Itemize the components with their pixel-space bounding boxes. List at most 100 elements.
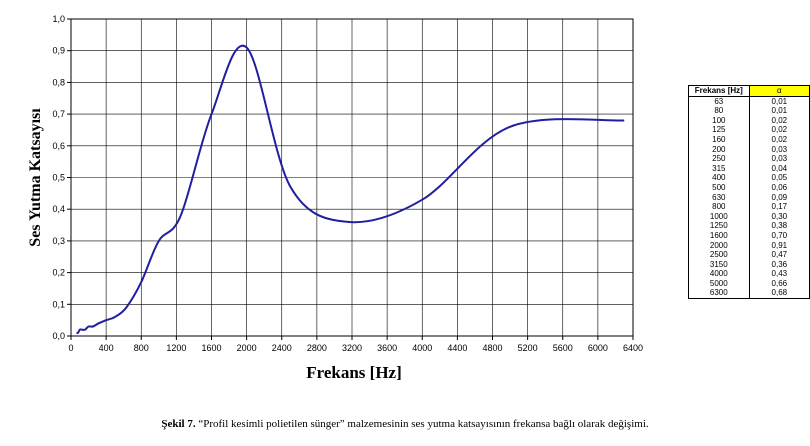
frequency-cell: 315 bbox=[688, 163, 750, 174]
frequency-cell: 80 bbox=[688, 106, 750, 116]
alpha-header: α bbox=[749, 85, 810, 97]
frequency-cell: 63 bbox=[688, 96, 750, 107]
table-row: 160 0,02 bbox=[688, 134, 810, 145]
frequency-cell: 800 bbox=[688, 202, 750, 212]
caption-label: Şekil 7. bbox=[161, 418, 196, 430]
alpha-cell: 0,05 bbox=[771, 173, 788, 183]
table-row: 400 0,05 bbox=[688, 173, 810, 183]
table-row: 6300 0,68 bbox=[688, 288, 810, 299]
y-tick-label: 0,4 bbox=[52, 204, 65, 214]
table-row: 800 0,17 bbox=[688, 202, 810, 212]
y-tick-label: 0,8 bbox=[52, 77, 65, 87]
frequency-cell: 2000 bbox=[688, 240, 750, 251]
alpha-cell: 0,17 bbox=[771, 202, 788, 212]
alpha-cell: 0,70 bbox=[771, 230, 788, 240]
table-row: 125 0,02 bbox=[688, 125, 810, 135]
alpha-cell: 0,68 bbox=[771, 288, 788, 298]
frequency-cell: 250 bbox=[688, 154, 750, 164]
table-row: 4000 0,43 bbox=[688, 269, 810, 279]
frequency-cell: 6300 bbox=[688, 288, 750, 299]
table-row: 250 0,03 bbox=[688, 154, 810, 164]
x-tick-label: 4400 bbox=[447, 343, 467, 353]
x-tick-label: 0 bbox=[68, 343, 73, 353]
alpha-cell: 0,47 bbox=[771, 250, 788, 260]
x-tick-label: 1200 bbox=[166, 343, 186, 353]
table-row: 1000 0,30 bbox=[688, 211, 810, 222]
alpha-cell: 0,04 bbox=[771, 163, 788, 173]
frequency-cell: 100 bbox=[688, 115, 750, 126]
table-row: 3150 0,36 bbox=[688, 259, 810, 270]
x-tick-label: 4000 bbox=[412, 343, 432, 353]
y-tick-label: 0,1 bbox=[52, 299, 65, 309]
x-tick-label: 6000 bbox=[588, 343, 608, 353]
y-tick-label: 1,0 bbox=[52, 14, 65, 24]
alpha-cell: 0,02 bbox=[771, 125, 788, 135]
frequency-cell: 1250 bbox=[688, 221, 750, 231]
x-tick-label: 1600 bbox=[201, 343, 221, 353]
table-row: 1600 0,70 bbox=[688, 230, 810, 241]
table-row: 315 0,04 bbox=[688, 163, 810, 174]
alpha-cell: 0,02 bbox=[771, 134, 788, 144]
caption-text: “Profil kesimli polietilen sünger” malze… bbox=[195, 418, 649, 430]
frequency-header: Frekans [Hz] bbox=[688, 85, 750, 97]
table-row: 2000 0,91 bbox=[688, 240, 810, 251]
alpha-cell: 0,38 bbox=[771, 221, 788, 231]
frequency-cell: 1000 bbox=[688, 211, 750, 222]
frequency-cell: 200 bbox=[688, 144, 750, 155]
frequency-cell: 1600 bbox=[688, 230, 750, 241]
alpha-cell: 0,09 bbox=[771, 192, 788, 202]
x-tick-label: 2000 bbox=[237, 343, 257, 353]
y-tick-label: 0,9 bbox=[52, 46, 65, 56]
figure-caption: Şekil 7. “Profil kesimli polietilen süng… bbox=[0, 418, 810, 430]
data-table: Frekans [Hz] α 63 0,01 80 0,01 100 0,02 125 0,02 1… bbox=[688, 85, 810, 300]
table-row: 200 0,03 bbox=[688, 144, 810, 155]
x-tick-label: 2800 bbox=[307, 343, 327, 353]
x-tick-label: 6400 bbox=[623, 343, 643, 353]
alpha-cell: 0,03 bbox=[771, 154, 788, 164]
frequency-cell: 4000 bbox=[688, 269, 750, 279]
alpha-cell: 0,91 bbox=[771, 240, 788, 250]
frequency-cell: 125 bbox=[688, 125, 750, 135]
x-tick-label: 4800 bbox=[482, 343, 502, 353]
alpha-cell: 0,06 bbox=[771, 182, 788, 192]
x-tick-label: 2400 bbox=[272, 343, 292, 353]
frequency-cell: 5000 bbox=[688, 278, 750, 289]
alpha-cell: 0,30 bbox=[771, 211, 788, 221]
x-tick-label: 3600 bbox=[377, 343, 397, 353]
frequency-cell: 2500 bbox=[688, 250, 750, 260]
chart-grid bbox=[71, 19, 633, 336]
frequency-cell: 630 bbox=[688, 192, 750, 203]
frequency-cell: 160 bbox=[688, 134, 750, 145]
alpha-cell: 0,03 bbox=[771, 144, 788, 154]
table-row: 500 0,06 bbox=[688, 182, 810, 193]
x-tick-label: 3200 bbox=[342, 343, 362, 353]
frequency-cell: 3150 bbox=[688, 259, 750, 270]
x-axis-title: Frekans [Hz] bbox=[306, 363, 402, 382]
alpha-cell: 0,02 bbox=[771, 115, 788, 125]
x-tick-label: 5200 bbox=[518, 343, 538, 353]
frequency-cell: 500 bbox=[688, 182, 750, 193]
alpha-cell: 0,36 bbox=[771, 259, 788, 269]
frequency-cell: 400 bbox=[688, 173, 750, 183]
table-row: 2500 0,47 bbox=[688, 250, 810, 260]
y-tick-label: 0,3 bbox=[52, 236, 65, 246]
table-row: 1250 0,38 bbox=[688, 221, 810, 231]
table-row: 5000 0,66 bbox=[688, 278, 810, 289]
alpha-cell: 0,43 bbox=[771, 269, 788, 279]
x-tick-labels: 0 400 800 1200 1600 2000 2400 2800 3200 3600 4000 4… bbox=[68, 336, 643, 353]
alpha-cell: 0,66 bbox=[771, 278, 788, 288]
x-tick-label: 400 bbox=[99, 343, 114, 353]
y-tick-label: 0,2 bbox=[52, 268, 65, 278]
table-row: 63 0,01 bbox=[688, 96, 810, 107]
y-tick-label: 0,0 bbox=[52, 331, 65, 341]
table-row: 100 0,02 bbox=[688, 115, 810, 126]
alpha-cell: 0,01 bbox=[771, 96, 788, 106]
y-tick-labels: 0,0 0,1 0,2 0,3 0,4 0,5 0,6 0,7 0,8 0,9 1,0 bbox=[52, 14, 71, 341]
x-tick-label: 5600 bbox=[553, 343, 573, 353]
alpha-cell: 0,01 bbox=[771, 106, 788, 116]
table-row: 630 0,09 bbox=[688, 192, 810, 203]
y-tick-label: 0,7 bbox=[52, 109, 65, 119]
table-row: 80 0,01 bbox=[688, 106, 810, 116]
table-header-row: Frekans [Hz] α bbox=[688, 85, 810, 97]
